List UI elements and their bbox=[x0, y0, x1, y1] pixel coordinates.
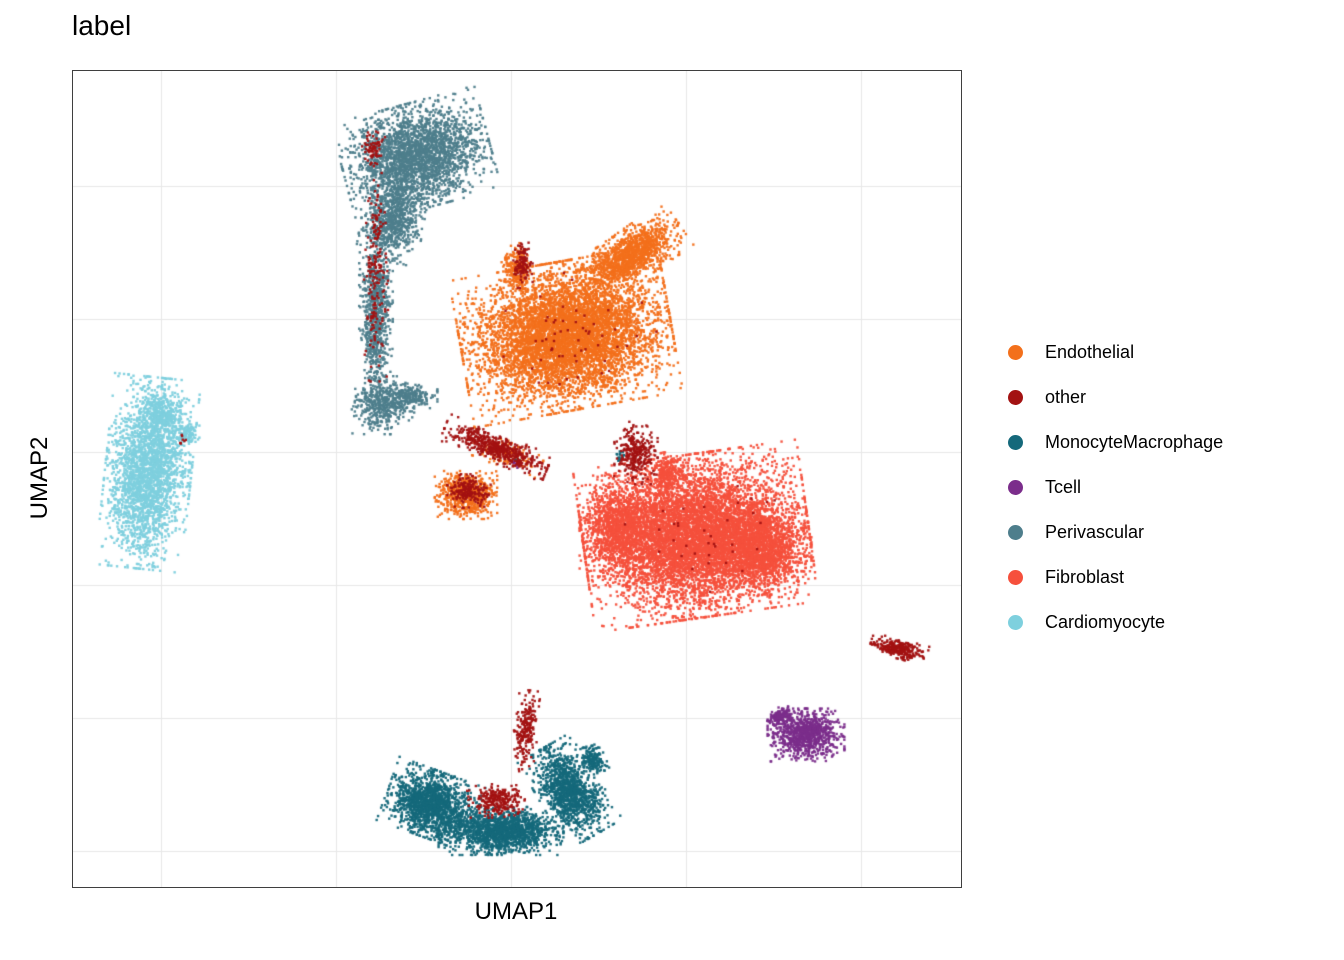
legend: Endothelial other MonocyteMacrophage Tcell P… bbox=[1008, 330, 1223, 645]
legend-item: Endothelial bbox=[1008, 330, 1223, 375]
legend-label: Fibroblast bbox=[1045, 567, 1125, 587]
legend-item: Fibroblast bbox=[1008, 555, 1223, 600]
plot-panel bbox=[72, 70, 962, 888]
scatter-canvas bbox=[73, 71, 961, 887]
legend-item: Cardiomyocyte bbox=[1008, 600, 1223, 645]
x-axis-label: UMAP1 bbox=[474, 898, 558, 925]
legend-label: Tcell bbox=[1045, 477, 1082, 497]
legend-swatch bbox=[1008, 480, 1023, 495]
legend-swatch bbox=[1008, 570, 1023, 585]
y-axis-label: UMAP2 bbox=[26, 436, 53, 520]
legend-label: Endothelial bbox=[1045, 342, 1135, 362]
legend-label: Perivascular bbox=[1045, 522, 1145, 542]
legend-item: Tcell bbox=[1008, 465, 1223, 510]
legend-label: MonocyteMacrophage bbox=[1045, 432, 1224, 452]
legend-item: MonocyteMacrophage bbox=[1008, 420, 1223, 465]
legend-label: Cardiomyocyte bbox=[1045, 612, 1166, 632]
legend-swatch bbox=[1008, 390, 1023, 405]
legend-item: other bbox=[1008, 375, 1223, 420]
legend-swatch bbox=[1008, 615, 1023, 630]
legend-swatch bbox=[1008, 435, 1023, 450]
legend-swatch bbox=[1008, 525, 1023, 540]
legend-swatch bbox=[1008, 345, 1023, 360]
plot-title: label bbox=[72, 10, 132, 41]
legend-label: other bbox=[1045, 387, 1087, 407]
legend-item: Perivascular bbox=[1008, 510, 1223, 555]
